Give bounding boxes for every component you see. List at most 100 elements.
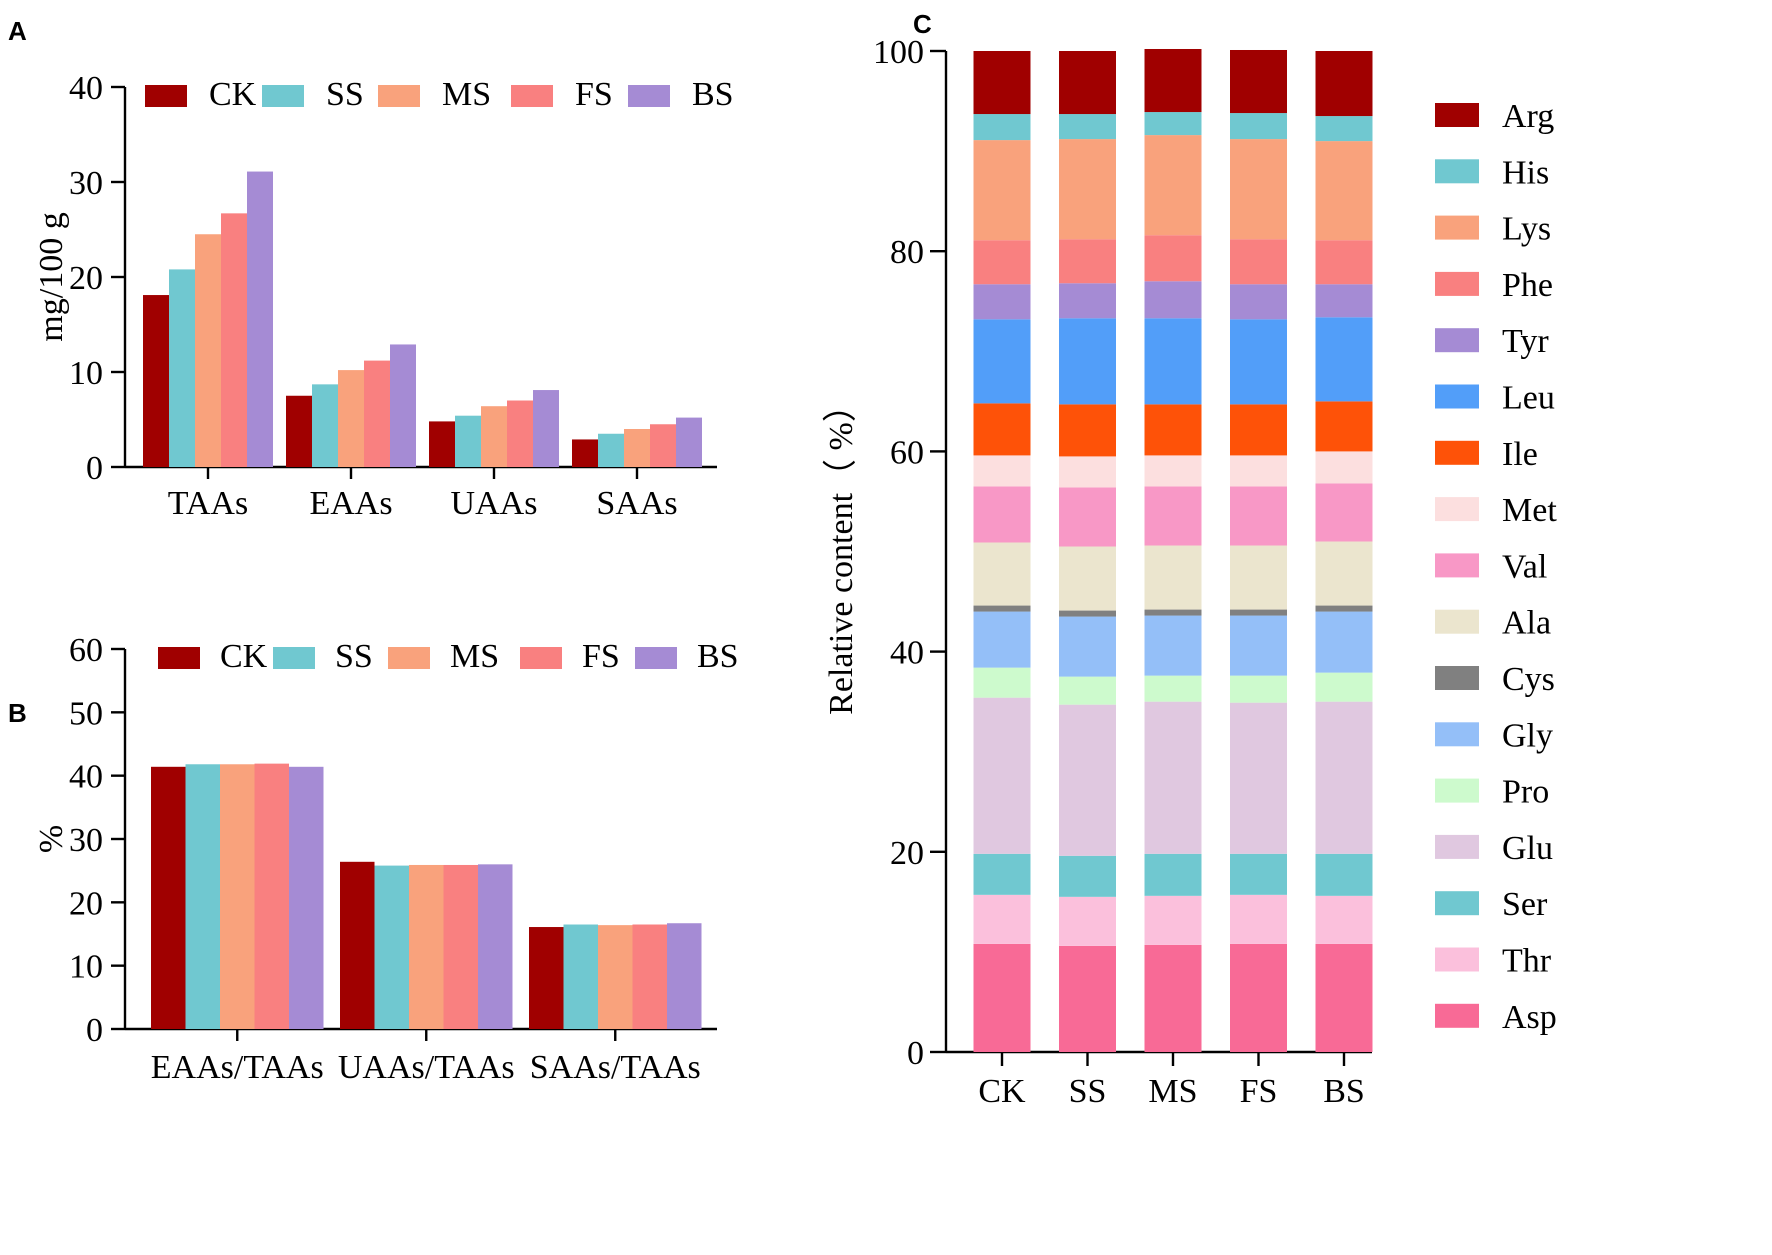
stack-segment-phe [1315, 240, 1373, 285]
y-tick-label: 40 [890, 635, 924, 672]
y-tick-label: 30 [69, 822, 103, 859]
stack-segment-ser [1230, 853, 1287, 895]
stack-segment-phe [1144, 235, 1202, 282]
stack-segment-pro [1315, 672, 1373, 702]
stack-segment-glu [973, 697, 1031, 854]
bar-ms [624, 429, 650, 467]
y-tick-label: 0 [86, 1012, 103, 1049]
y-tick-label: 50 [69, 695, 103, 732]
stack-segment-tyr [1144, 281, 1202, 319]
legend-label-thr: Thr [1502, 943, 1552, 980]
x-category-label: SS [1069, 1073, 1107, 1110]
stack-segment-ser [1059, 855, 1116, 897]
bar-ms [409, 864, 444, 1029]
stack-segment-asp [1230, 943, 1287, 1052]
legend-swatch-ck [158, 647, 200, 669]
legend-swatch-lys [1435, 215, 1479, 240]
stack-segment-glu [1144, 701, 1202, 854]
legend-label-val: Val [1502, 548, 1547, 585]
x-category-label: SAAs/TAAs [530, 1049, 701, 1086]
y-tick-label: 0 [907, 1035, 924, 1072]
bar-ss [455, 415, 481, 467]
stack-segment-his [1230, 113, 1287, 140]
stack-segment-ile [1144, 404, 1202, 456]
stack-segment-tyr [973, 284, 1031, 320]
legend-label-ala: Ala [1502, 605, 1551, 642]
legend-swatch-ms [378, 85, 420, 107]
y-tick-label: 40 [69, 70, 103, 107]
y-tick-label: 30 [69, 165, 103, 202]
legend-swatch-bs [628, 85, 670, 107]
panel-letter-a: A [8, 16, 27, 46]
stack-segment-arg [1144, 48, 1202, 113]
legend-label-his: His [1502, 154, 1549, 191]
y-tick-label: 20 [69, 260, 103, 297]
bar-ck [143, 295, 169, 467]
stack-segment-thr [1315, 895, 1373, 944]
legend-label-bs: BS [697, 638, 739, 675]
stack-segment-cys [1315, 605, 1373, 612]
bar-bs [247, 171, 273, 468]
stack-segment-pro [1059, 676, 1116, 705]
chart-b: 0 10 20 30 40 50 60% EAAs/TAAs UAAs/TAAs SAAs/TAA… [33, 632, 739, 1086]
panel-letter-c: C [913, 9, 932, 39]
bar-ss [374, 865, 409, 1029]
stack-segment-ile [1230, 404, 1287, 456]
y-tick-label: 60 [69, 632, 103, 669]
x-category-label: UAAs/TAAs [338, 1049, 515, 1086]
stack-segment-arg [1230, 49, 1287, 114]
legend-label-fs: FS [582, 638, 620, 675]
x-category-label: EAAs [309, 485, 392, 522]
legend-label-leu: Leu [1502, 380, 1555, 417]
legend-label-arg: Arg [1502, 98, 1554, 135]
stack-segment-arg [1315, 51, 1373, 117]
stack-segment-cys [1230, 609, 1287, 616]
stack-segment-thr [973, 894, 1031, 944]
bar-fs [632, 924, 667, 1029]
legend-label-ck: CK [209, 76, 257, 113]
bar-fs [254, 763, 289, 1029]
stack-segment-cys [973, 605, 1031, 612]
bar-fs [364, 360, 390, 467]
legend-swatch-gly [1435, 722, 1479, 747]
legend-swatch-ala [1435, 609, 1479, 634]
stack-segment-val [1315, 483, 1373, 542]
y-tick-label: 60 [890, 434, 924, 471]
y-tick-label: 0 [86, 450, 103, 487]
chart-c: 0 20 40 60 80 100 Relative content（ %） CK SS MS FS… [822, 34, 1557, 1110]
legend-swatch-fs [520, 647, 562, 669]
bar-bs [478, 864, 513, 1029]
bar-ms [598, 925, 633, 1029]
bar-ss [185, 764, 220, 1029]
stack-segment-thr [1059, 896, 1116, 946]
stack-segment-tyr [1059, 283, 1116, 319]
stack-segment-ser [973, 853, 1031, 895]
stack-segment-gly [1315, 611, 1373, 673]
bar-ck [429, 421, 455, 467]
x-category-label: UAAs [451, 485, 538, 522]
legend-label-fs: FS [575, 76, 613, 113]
legend-label-ms: MS [450, 638, 499, 675]
stack-segment-glu [1315, 701, 1373, 854]
stack-segment-val [1144, 486, 1202, 546]
stack-segment-arg [973, 51, 1031, 115]
stack-segment-thr [1230, 894, 1287, 944]
legend-label-lys: Lys [1502, 211, 1551, 248]
stack-segment-val [1059, 487, 1116, 547]
stack-segment-ala [973, 542, 1031, 606]
stack-segment-asp [1315, 943, 1373, 1052]
bar-fs [507, 400, 533, 467]
legend-label-ms: MS [442, 76, 491, 113]
stack-segment-glu [1059, 704, 1116, 856]
legend-swatch-glu [1435, 834, 1479, 859]
stack-segment-leu [1230, 319, 1287, 405]
legend-swatch-tyr [1435, 328, 1479, 353]
y-tick-label: 80 [890, 234, 924, 271]
bar-bs [676, 417, 702, 467]
stack-segment-gly [1230, 615, 1287, 676]
bar-ck [151, 766, 186, 1029]
stack-segment-lys [1144, 135, 1202, 236]
y-tick-label: 10 [69, 355, 103, 392]
bar-ck [572, 439, 598, 467]
y-axis-title: Relative content（ %） [822, 388, 860, 715]
